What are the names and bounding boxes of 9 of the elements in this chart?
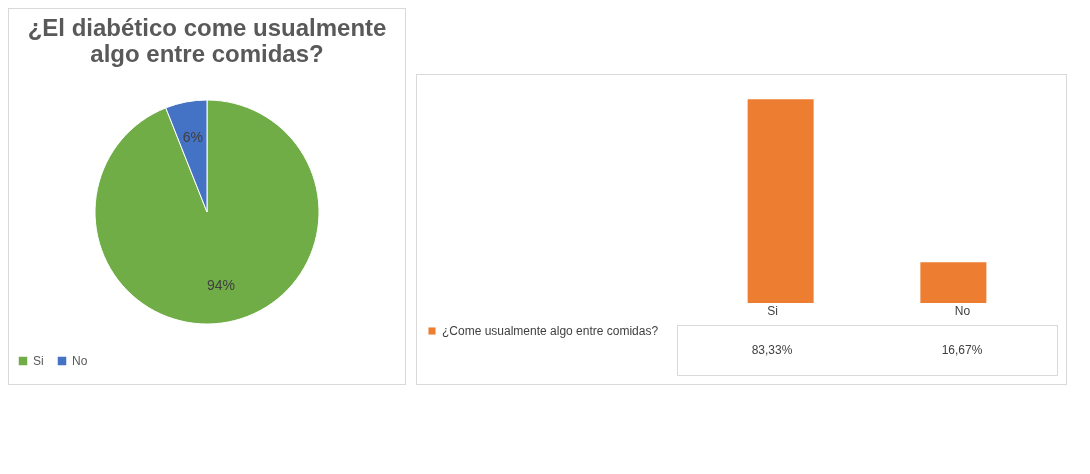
legend-label: ¿Come usualmente algo entre comidas? <box>442 324 659 338</box>
data-label: 94% <box>207 276 236 293</box>
pie-slice <box>94 99 320 325</box>
data-label: 83,33% <box>751 343 793 357</box>
legend-label: Si <box>33 354 44 368</box>
data-label: 16,67% <box>941 343 983 357</box>
legend-label: No <box>72 354 88 368</box>
chart-title: ¿El diabético come usualmente algo entre comidas? <box>27 14 387 67</box>
data-label: 6% <box>182 129 204 146</box>
